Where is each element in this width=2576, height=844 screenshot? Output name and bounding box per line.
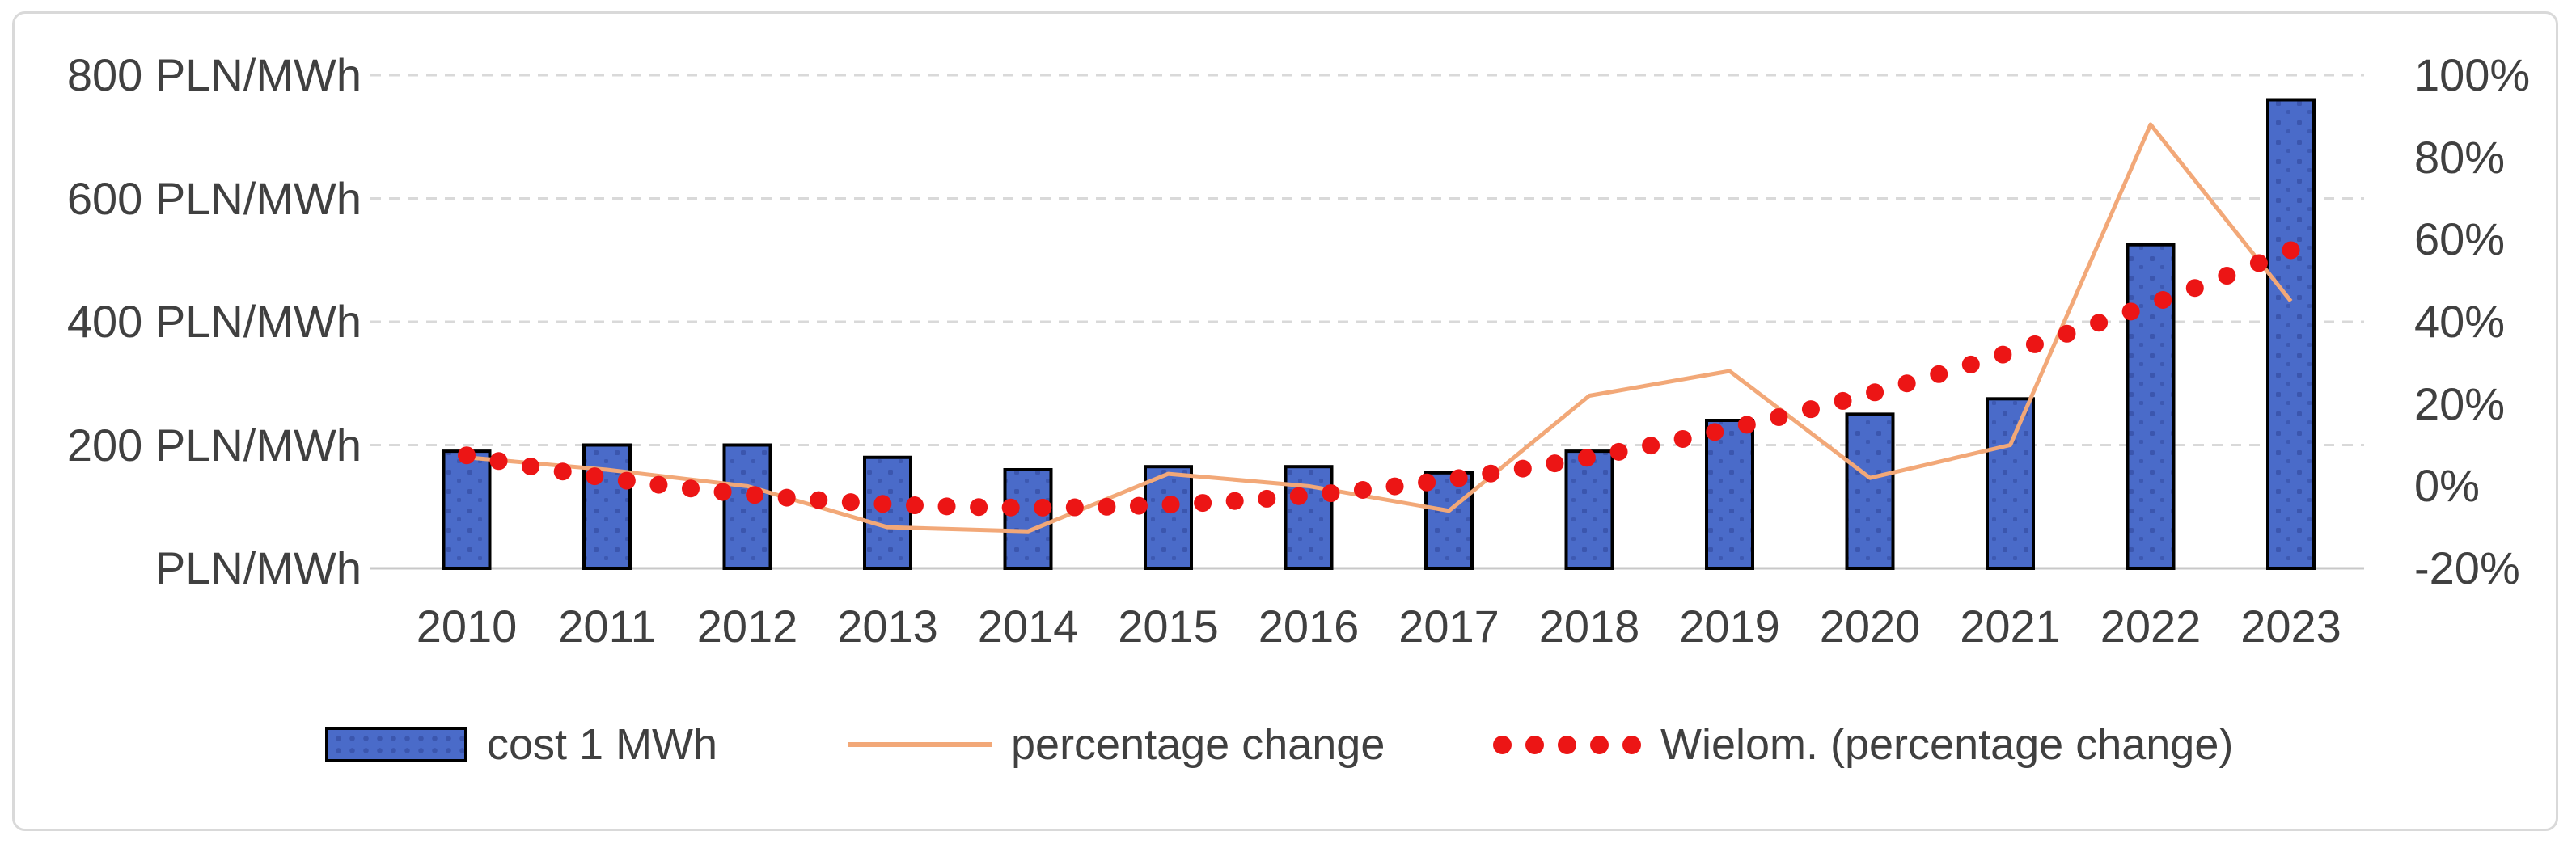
trendline-dot: [1801, 400, 1820, 419]
trendline-dot: [489, 452, 508, 471]
trendline-dot: [1449, 469, 1468, 487]
trendline-dot: [617, 471, 636, 490]
trendline-dot: [1289, 487, 1308, 505]
trendline-dot: [1482, 464, 1500, 483]
legend-item-trendline: Wielom. (percentage change): [1493, 723, 2233, 766]
trendline-dot: [1737, 416, 1756, 434]
trendline-dot: [1706, 423, 1724, 441]
legend-label-trendline: Wielom. (percentage change): [1660, 720, 2234, 769]
trendline-dot: [1513, 459, 1532, 478]
trendline-dot: [1098, 497, 1116, 516]
bar-2020: [1845, 412, 1895, 570]
trendline-dot: [1034, 498, 1052, 517]
trendline-dot: [1642, 437, 1660, 455]
trendline-dot: [1161, 496, 1180, 514]
bar-2023: [2266, 98, 2316, 570]
trendline-dot: [1129, 496, 1148, 515]
trendline-dot: [2121, 302, 2140, 321]
trendline-dot: [1065, 498, 1084, 517]
legend-item-cost: cost 1 MWh: [325, 723, 717, 766]
bar-2010: [442, 449, 492, 570]
trendline-dot: [1897, 374, 1916, 393]
trendline-dot: [1834, 391, 1852, 410]
bar-2017: [1424, 471, 1474, 570]
trendline-dot: [1322, 484, 1340, 503]
trendline-dot: [713, 483, 732, 501]
trendline-dot: [1385, 477, 1404, 496]
trendline-dot: [2249, 254, 2268, 272]
legend-label-percentage-change: percentage change: [1011, 720, 1385, 769]
bar-2012: [722, 443, 772, 570]
trendline-dot: [681, 479, 700, 498]
trendline-dot: [586, 467, 604, 486]
trendline-dot: [1770, 407, 1788, 426]
trendline-dot: [746, 486, 764, 504]
trendline-dots: [458, 241, 2300, 517]
bar-2021: [1986, 397, 2035, 570]
trendline-dot: [1994, 345, 2012, 364]
bar-2014: [1003, 468, 1053, 570]
trendline-dot: [1577, 449, 1596, 467]
trendline-dot: [1546, 454, 1564, 473]
trendline-dot: [1609, 442, 1628, 461]
trendline-dot: [1418, 473, 1436, 492]
bar-2019: [1705, 419, 1754, 570]
trendline-dot: [2154, 290, 2172, 309]
cost-series-swatch-icon: [325, 727, 467, 762]
bar-2011: [582, 443, 632, 570]
trendline-dot: [1194, 494, 1212, 513]
trendline-dots-icon: [1493, 735, 1641, 754]
trendline-dot: [1961, 355, 1980, 373]
trendline-dot: [1866, 383, 1884, 402]
trendline-dot: [777, 488, 796, 507]
trendline-dot: [458, 446, 476, 465]
trendline-dot: [2025, 335, 2044, 353]
trendline-dot: [937, 497, 956, 516]
percentage-change-line: [466, 122, 2293, 534]
trendline-dot: [1258, 489, 1276, 508]
trendline-dot: [2185, 279, 2204, 298]
trendline-dot: [649, 475, 668, 494]
trendline-dot: [1001, 498, 1020, 517]
trendline-dot: [841, 493, 860, 512]
trendline-dot: [873, 495, 892, 513]
trendline-dot: [1225, 492, 1244, 510]
trendline-dot: [905, 496, 924, 515]
trendline-dot: [1930, 365, 1948, 383]
trendline-dot: [810, 491, 828, 509]
percentage-change-line-icon: [848, 742, 992, 747]
trendline-dot: [522, 457, 540, 475]
trendline-dot: [1673, 429, 1692, 448]
trendline-dot: [2282, 241, 2300, 260]
legend-label-cost: cost 1 MWh: [487, 720, 718, 769]
trendline-dot: [2058, 324, 2076, 343]
trendline-dot: [970, 498, 988, 517]
trendline-dot: [1353, 481, 1372, 500]
trendline-dot: [2090, 314, 2109, 332]
bar-2015: [1144, 465, 1193, 570]
trendline-dot: [553, 462, 572, 481]
trendline-dot: [2218, 267, 2236, 285]
legend-item-percentage-change: percentage change: [848, 723, 1385, 766]
